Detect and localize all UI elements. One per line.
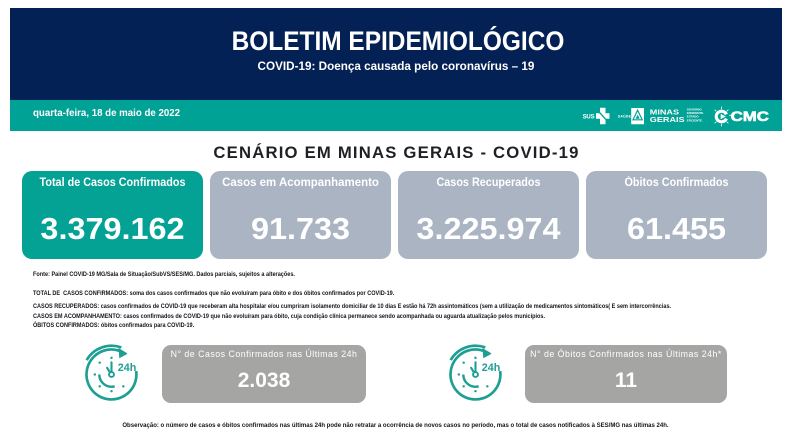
svg-text:EFICIENTE.: EFICIENTE.	[687, 118, 703, 122]
svg-text:GERAIS: GERAIS	[650, 117, 685, 124]
svg-text:CMC: CMC	[731, 108, 769, 124]
svg-text:ESTADO: ESTADO	[687, 115, 700, 119]
svg-text:MINAS: MINAS	[650, 110, 680, 117]
svg-text:24h: 24h	[118, 362, 137, 374]
svg-text:24h: 24h	[481, 362, 500, 374]
svg-text:GOVERNO: GOVERNO	[687, 107, 703, 111]
svg-text:SUS: SUS	[583, 114, 595, 120]
svg-text:DIFERENTE.: DIFERENTE.	[687, 111, 704, 115]
svg-text:SAÚDE: SAÚDE	[618, 114, 632, 119]
